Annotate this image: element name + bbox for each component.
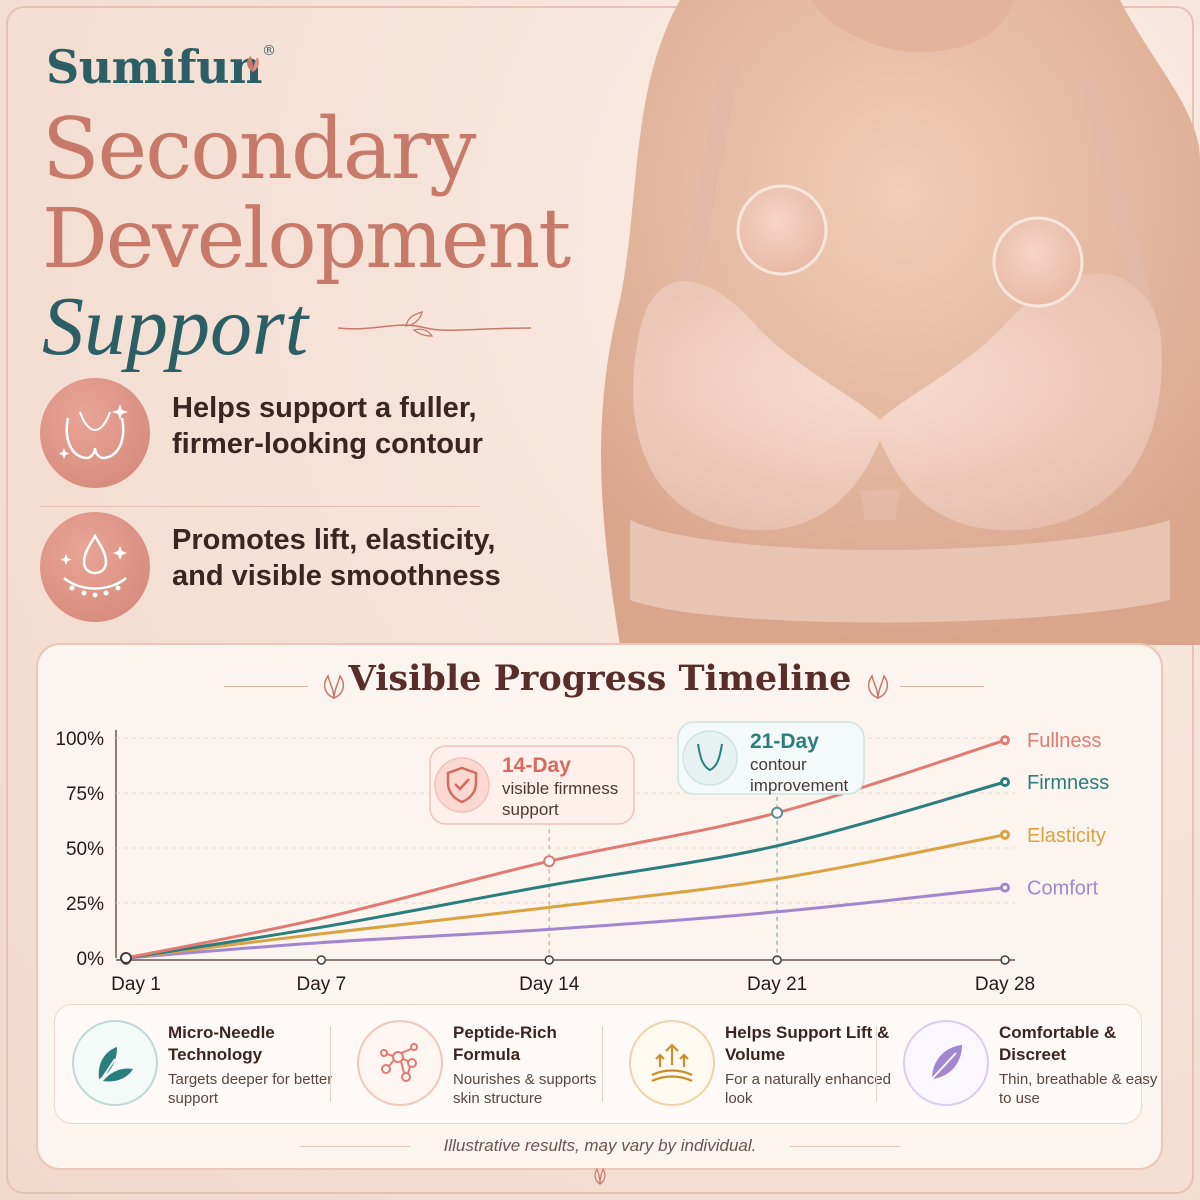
chart-title: Visible Progress Timeline bbox=[348, 658, 852, 699]
title-rule-right bbox=[900, 686, 984, 687]
benefit-title: Helps Support Lift & Volume bbox=[725, 1023, 890, 1064]
annotation-text: contour bbox=[750, 755, 807, 774]
legend-label: Comfort bbox=[1027, 878, 1099, 900]
legend-label: Fullness bbox=[1027, 730, 1101, 752]
annotation-text: support bbox=[502, 800, 559, 819]
x-tick-marker bbox=[316, 955, 327, 965]
feature-contour: Helps support a fuller, firmer-looking c… bbox=[40, 378, 490, 488]
feature-contour-text: Helps support a fuller, firmer-looking c… bbox=[172, 392, 483, 460]
x-tick-marker bbox=[1000, 955, 1010, 965]
brand-leaf-icon bbox=[247, 56, 260, 72]
flourish-vine-icon bbox=[337, 311, 532, 337]
benefit-desc: For a naturally enhanced look bbox=[725, 1071, 891, 1107]
disclaimer-footnote: Illustrative results, may vary by indivi… bbox=[443, 1136, 757, 1155]
x-tick-label: Day 1 bbox=[111, 974, 161, 995]
y-tick-label: 75% bbox=[66, 784, 104, 805]
shield-check-icon bbox=[446, 766, 478, 804]
series-line-comfort bbox=[124, 886, 1007, 960]
y-tick-label: 25% bbox=[66, 894, 104, 915]
benefit-desc: Thin, breathable & easy to use bbox=[999, 1071, 1158, 1107]
series-end-point-core bbox=[1003, 885, 1007, 890]
x-tick-marker bbox=[544, 955, 554, 965]
origin-point bbox=[120, 952, 132, 964]
x-tick-label: Day 21 bbox=[747, 974, 807, 995]
x-tick-marker bbox=[772, 955, 782, 965]
y-tick-label: 50% bbox=[66, 839, 104, 860]
feature-lift-text: Promotes lift, elasticity, and visible s… bbox=[172, 524, 501, 592]
y-tick-label: 100% bbox=[55, 729, 104, 750]
lift-arrows-icon bbox=[629, 1020, 715, 1106]
series-end-point-core bbox=[1003, 738, 1007, 743]
benefit-desc: Nourishes & supports skin structure bbox=[453, 1071, 597, 1107]
x-tick-label: Day 28 bbox=[975, 974, 1035, 995]
brand-name: Sumifun bbox=[46, 40, 263, 94]
annotation-title: 21-Day bbox=[750, 730, 819, 753]
annotation-point bbox=[543, 855, 556, 868]
title-rule-left bbox=[224, 686, 308, 687]
series-end-point-core bbox=[1003, 780, 1007, 784]
torso-icon bbox=[697, 743, 723, 772]
footnote-rule-right bbox=[790, 1146, 900, 1147]
product-model-illustration bbox=[601, 0, 1200, 645]
series-line-elasticity bbox=[124, 833, 1007, 960]
annotation-text: visible firmness bbox=[502, 779, 618, 798]
headline-line-1: Secondary bbox=[42, 100, 476, 198]
headline-line-3: Support bbox=[42, 280, 309, 373]
torso-icon bbox=[682, 730, 738, 786]
benefit-separator bbox=[876, 1026, 877, 1102]
series-line-firmness bbox=[124, 780, 1007, 960]
legend-label: Firmness bbox=[1027, 772, 1109, 794]
benefit-title: Comfortable & Discreet bbox=[999, 1023, 1117, 1064]
footnote-leaf-icon bbox=[594, 1167, 606, 1186]
progress-line-chart: 0% 25% 50% 75% 100% Day 1 Day 7 Day 14 Day 21 Day… bbox=[55, 721, 1109, 995]
leaf-icon bbox=[72, 1020, 158, 1106]
annotation-text: improvement bbox=[750, 776, 849, 795]
series-end-point-core bbox=[1003, 832, 1007, 837]
benefit-desc: Targets deeper for better support bbox=[168, 1071, 333, 1107]
feature-divider bbox=[40, 506, 480, 507]
feather-icon bbox=[903, 1020, 989, 1106]
y-tick-label: 0% bbox=[77, 949, 105, 970]
brand-logo: Sumifun® bbox=[46, 40, 276, 94]
feature-lift: Promotes lift, elasticity, and visible s… bbox=[40, 512, 501, 622]
legend-label: Elasticity bbox=[1027, 825, 1106, 847]
check-mark-icon bbox=[454, 778, 470, 791]
headline-line-2: Development bbox=[42, 192, 571, 287]
x-tick-label: Day 7 bbox=[297, 974, 347, 995]
benefit-separator bbox=[602, 1026, 603, 1102]
x-tick-label: Day 14 bbox=[519, 974, 580, 995]
benefit-separator bbox=[330, 1026, 331, 1102]
annotation-title: 14-Day bbox=[502, 754, 571, 777]
benefit-title: Micro-Needle Technology bbox=[168, 1023, 275, 1064]
footnote-rule-left bbox=[300, 1146, 410, 1147]
title-leaf-right-icon bbox=[867, 674, 889, 700]
title-leaf-left-icon bbox=[323, 674, 345, 700]
benefit-title: Peptide-Rich Formula bbox=[453, 1023, 557, 1064]
molecule-icon bbox=[357, 1020, 443, 1106]
lift-droplet-icon bbox=[40, 512, 150, 622]
breast-contour-icon bbox=[40, 378, 150, 488]
registered-mark: ® bbox=[262, 43, 276, 59]
annotation-point bbox=[771, 806, 784, 819]
